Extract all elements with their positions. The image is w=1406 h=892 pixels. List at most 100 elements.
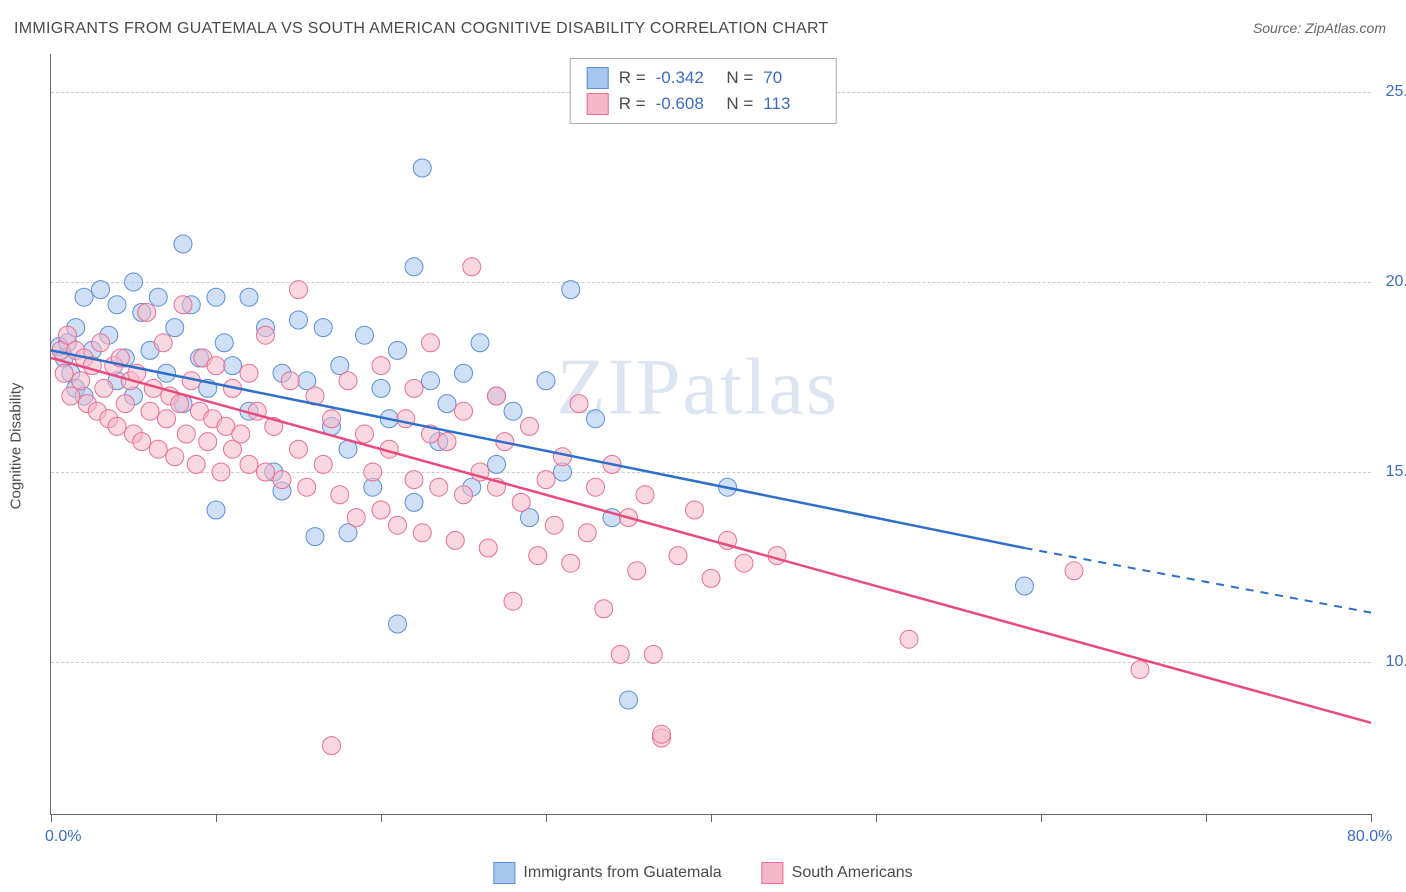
x-tick [1206, 814, 1207, 822]
stats-row: R =-0.608 N =113 [587, 91, 820, 117]
data-point [125, 273, 143, 291]
x-tick [1041, 814, 1042, 822]
data-point [545, 516, 563, 534]
x-tick-label: 0.0% [45, 828, 81, 846]
data-point [166, 448, 184, 466]
scatter-svg [51, 54, 1371, 814]
y-tick-label: 20.0% [1386, 273, 1406, 291]
data-point [644, 645, 662, 663]
data-point [215, 334, 233, 352]
data-point [669, 547, 687, 565]
data-point [207, 288, 225, 306]
data-point [628, 562, 646, 580]
data-point [187, 455, 205, 473]
stats-swatch [587, 93, 609, 115]
data-point [405, 471, 423, 489]
data-point [356, 326, 374, 344]
data-point [331, 486, 349, 504]
data-point [413, 159, 431, 177]
data-point [339, 372, 357, 390]
data-point [166, 319, 184, 337]
data-point [224, 357, 242, 375]
legend-swatch [493, 862, 515, 884]
data-point [323, 737, 341, 755]
data-point [257, 463, 275, 481]
data-point [323, 410, 341, 428]
stats-n-value: 70 [763, 68, 819, 88]
x-tick [711, 814, 712, 822]
data-point [177, 425, 195, 443]
legend-label: South Americans [792, 864, 913, 882]
data-point [455, 402, 473, 420]
data-point [364, 463, 382, 481]
data-point [240, 455, 258, 473]
data-point [735, 554, 753, 572]
data-point [389, 516, 407, 534]
data-point [108, 417, 126, 435]
data-point [900, 630, 918, 648]
data-point [488, 387, 506, 405]
data-point [653, 725, 671, 743]
data-point [273, 471, 291, 489]
data-point [537, 471, 555, 489]
data-point [595, 600, 613, 618]
stats-n-label: N = [722, 94, 754, 114]
data-point [471, 334, 489, 352]
x-tick [51, 814, 52, 822]
data-point [570, 395, 588, 413]
data-point [347, 509, 365, 527]
data-point [240, 288, 258, 306]
data-point [314, 455, 332, 473]
data-point [521, 417, 539, 435]
data-point [290, 281, 308, 299]
data-point [405, 493, 423, 511]
stats-row: R =-0.342 N =70 [587, 65, 820, 91]
data-point [75, 288, 93, 306]
data-point [562, 554, 580, 572]
data-point [686, 501, 704, 519]
data-point [72, 372, 90, 390]
legend-item: South Americans [762, 862, 913, 884]
y-tick-label: 15.0% [1386, 463, 1406, 481]
data-point [232, 425, 250, 443]
data-point [62, 387, 80, 405]
data-point [422, 334, 440, 352]
regression-line [51, 358, 1371, 723]
y-tick-label: 25.0% [1386, 83, 1406, 101]
data-point [1016, 577, 1034, 595]
data-point [133, 433, 151, 451]
data-point [141, 402, 159, 420]
data-point [1131, 661, 1149, 679]
data-point [537, 372, 555, 390]
data-point [154, 334, 172, 352]
regression-line-extrapolated [1025, 548, 1372, 613]
data-point [405, 258, 423, 276]
x-tick-label: 80.0% [1347, 828, 1392, 846]
x-tick [546, 814, 547, 822]
data-point [587, 410, 605, 428]
legend-swatch [762, 862, 784, 884]
data-point [529, 547, 547, 565]
data-point [479, 539, 497, 557]
data-point [149, 440, 167, 458]
data-point [138, 303, 156, 321]
stats-r-label: R = [619, 68, 646, 88]
data-point [389, 615, 407, 633]
data-point [405, 379, 423, 397]
data-point [207, 357, 225, 375]
data-point [587, 478, 605, 496]
data-point [554, 448, 572, 466]
x-tick [216, 814, 217, 822]
data-point [199, 433, 217, 451]
data-point [306, 528, 324, 546]
data-point [578, 524, 596, 542]
data-point [413, 524, 431, 542]
data-point [488, 455, 506, 473]
data-point [611, 645, 629, 663]
data-point [298, 478, 316, 496]
data-point [108, 296, 126, 314]
y-axis-title: Cognitive Disability [8, 383, 25, 510]
data-point [257, 326, 275, 344]
data-point [504, 592, 522, 610]
data-point [95, 379, 113, 397]
